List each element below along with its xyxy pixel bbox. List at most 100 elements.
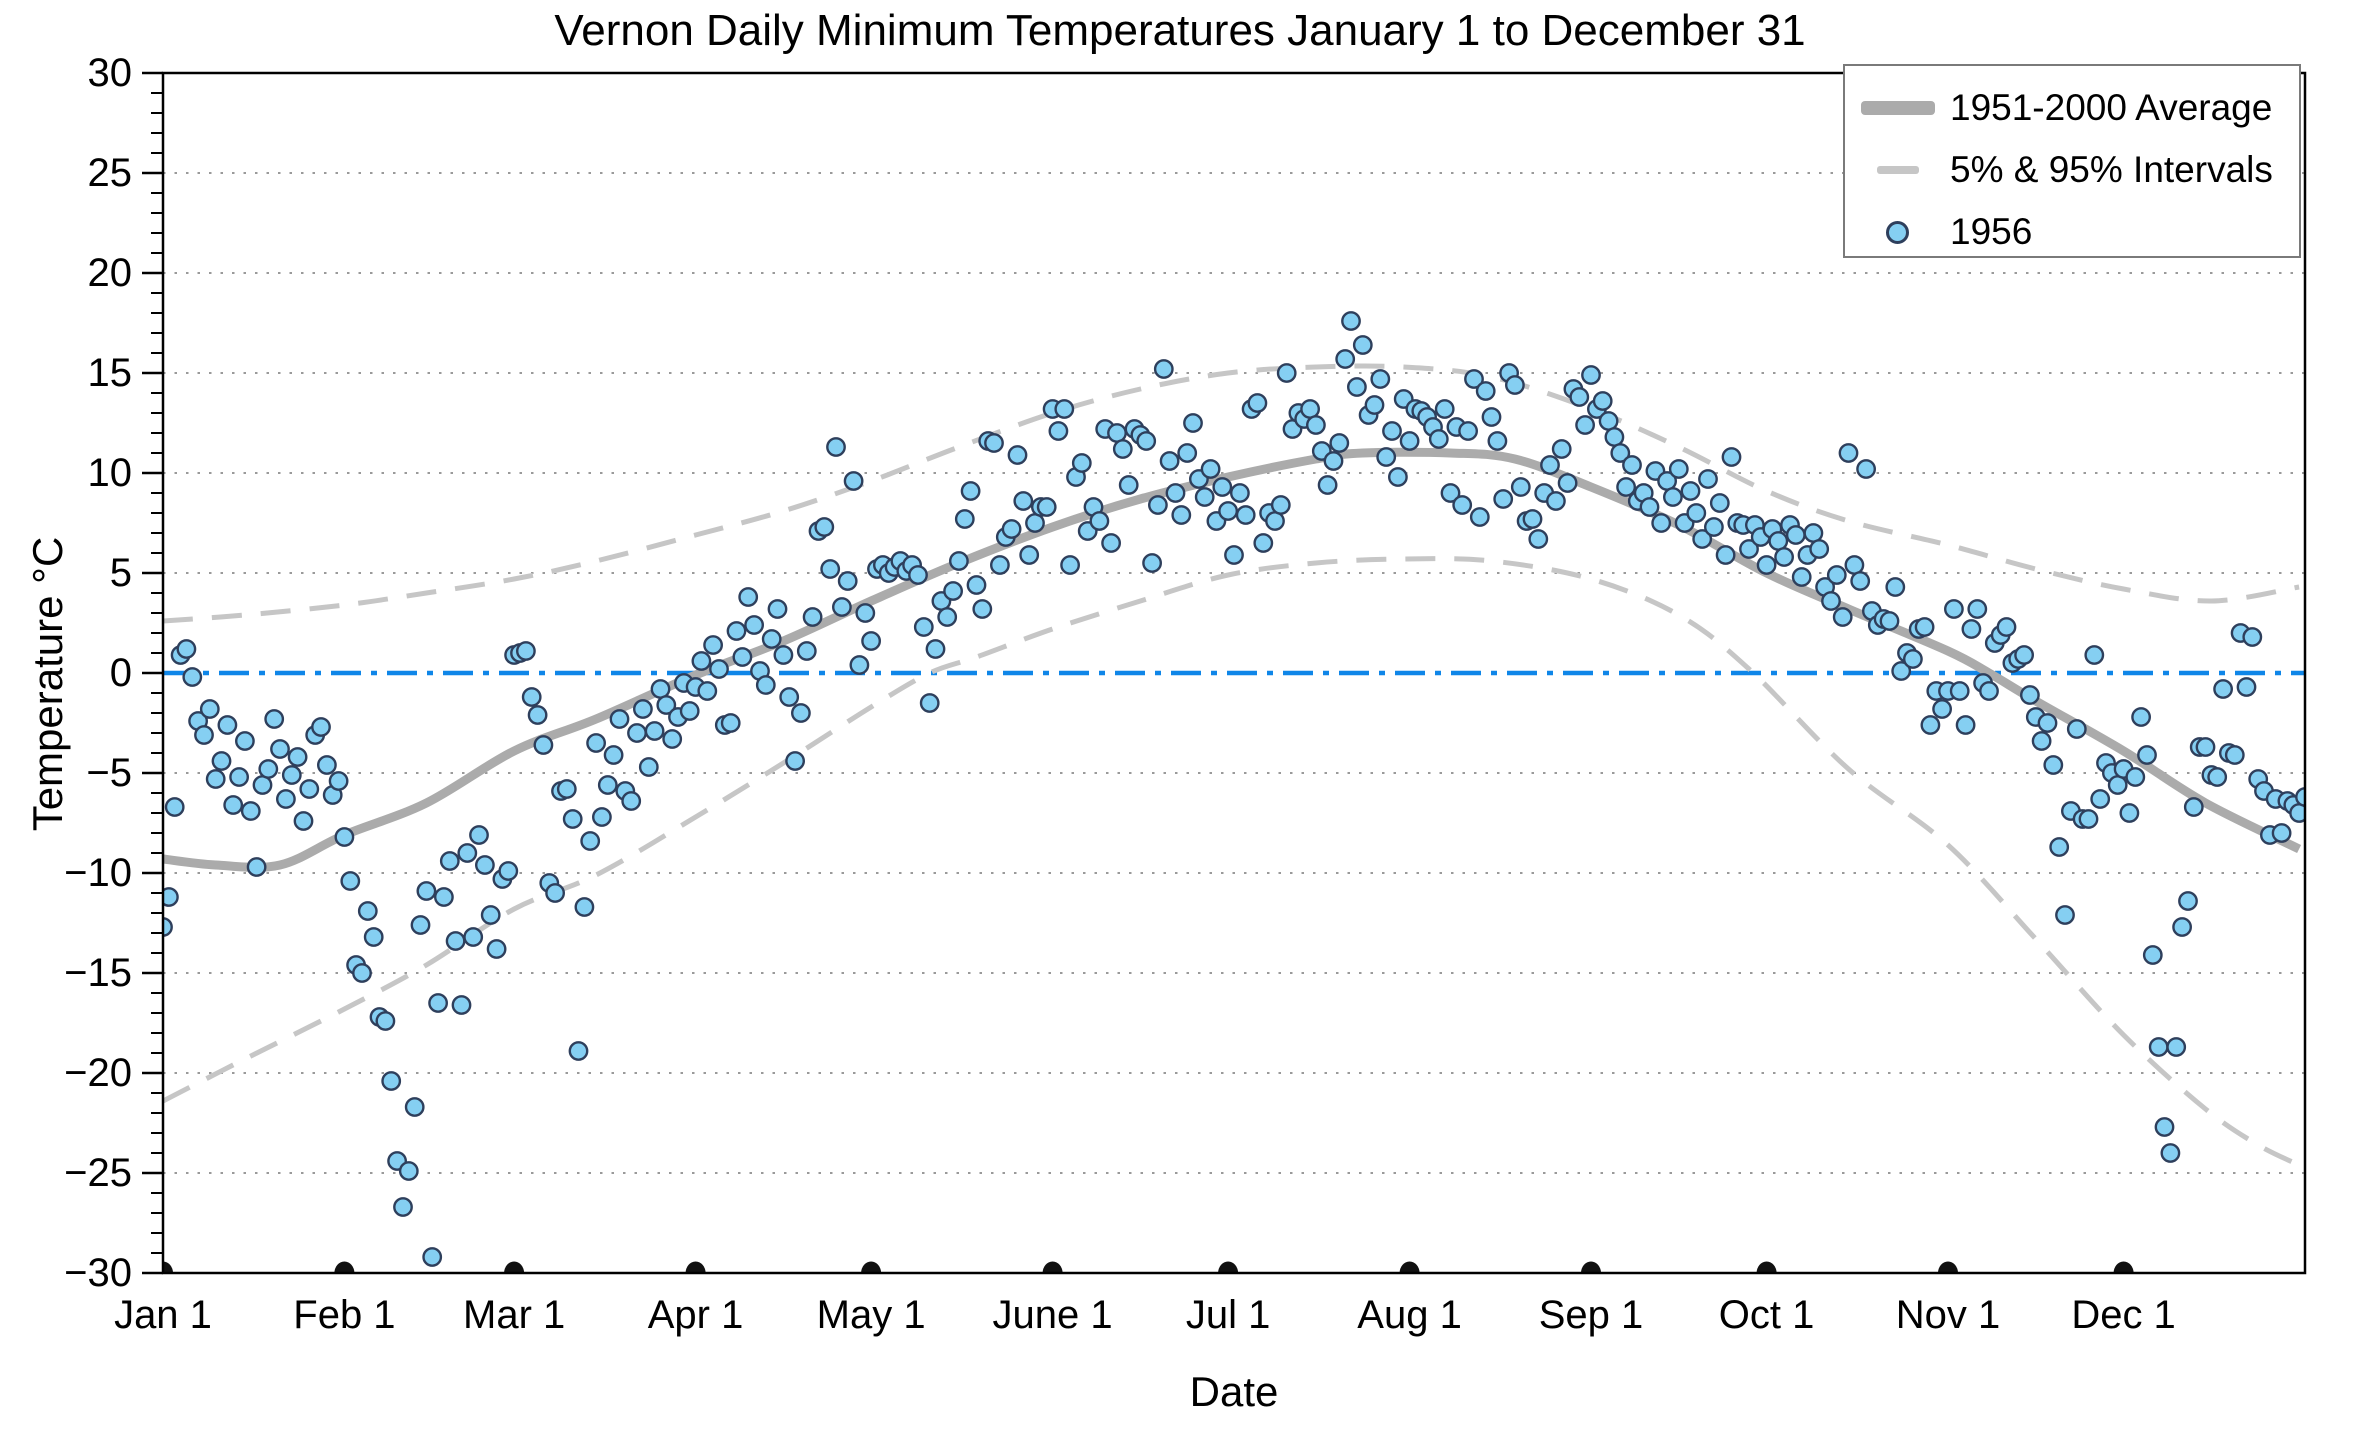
data-point-1956 bbox=[761, 629, 782, 649]
data-point-1956 bbox=[2119, 803, 2140, 823]
data-point-1956 bbox=[1809, 539, 1830, 559]
data-point-1956 bbox=[1270, 495, 1291, 515]
x-tick-label-jul-1: Jul 1 bbox=[1185, 1293, 1271, 1337]
data-point-1956 bbox=[1551, 439, 1572, 459]
data-point-1956 bbox=[832, 597, 852, 617]
data-point-1956 bbox=[966, 575, 987, 595]
data-point-1956 bbox=[234, 731, 255, 751]
data-point-1956 bbox=[802, 607, 823, 627]
x-tick-label-feb-1: Feb 1 bbox=[293, 1293, 396, 1337]
data-point-1956 bbox=[176, 639, 197, 659]
data-point-1956 bbox=[2166, 1037, 2187, 1057]
data-point-1956 bbox=[1967, 599, 1988, 619]
data-point-1956 bbox=[925, 639, 946, 659]
data-point-1956 bbox=[1850, 571, 1871, 591]
data-point-1956 bbox=[767, 599, 788, 619]
data-point-1956 bbox=[1604, 427, 1625, 447]
data-point-1956 bbox=[592, 807, 612, 827]
legend-item-average: 1951-2000 Average bbox=[1845, 87, 2272, 128]
data-point-1956 bbox=[2242, 627, 2263, 647]
data-point-1956 bbox=[404, 1097, 425, 1117]
data-point-1956 bbox=[1200, 459, 1221, 479]
data-point-1956 bbox=[334, 827, 355, 847]
data-point-1956 bbox=[1680, 481, 1701, 501]
data-point-1956 bbox=[2137, 745, 2157, 765]
x-tick-label-june-1: June 1 bbox=[992, 1293, 1113, 1337]
data-point-1956 bbox=[960, 481, 981, 501]
data-point-1956 bbox=[199, 699, 220, 719]
data-point-1956 bbox=[521, 687, 542, 707]
data-point-1956 bbox=[1903, 649, 1923, 669]
data-point-1956 bbox=[375, 1011, 396, 1031]
data-point-1956 bbox=[1616, 477, 1637, 497]
data-point-1956 bbox=[1194, 487, 1215, 507]
data-point-1956 bbox=[2236, 677, 2257, 697]
data-point-1956 bbox=[720, 713, 741, 733]
data-point-1956 bbox=[1440, 483, 1461, 503]
data-point-1956 bbox=[194, 725, 214, 745]
data-point-1956 bbox=[990, 555, 1010, 575]
data-point-1956 bbox=[1177, 443, 1198, 463]
month-start-marker bbox=[861, 1261, 882, 1273]
data-point-1956 bbox=[1756, 555, 1777, 575]
data-point-1956 bbox=[1183, 413, 1203, 433]
data-point-1956 bbox=[217, 715, 238, 735]
data-point-1956 bbox=[1218, 501, 1239, 521]
data-point-1956 bbox=[1060, 555, 1081, 575]
data-point-1956 bbox=[597, 775, 618, 795]
average-line bbox=[163, 447, 2302, 872]
data-point-1956 bbox=[1914, 617, 1935, 637]
data-point-1956 bbox=[1370, 369, 1391, 389]
data-point-1956 bbox=[163, 887, 179, 907]
data-point-1956 bbox=[732, 647, 753, 667]
data-point-1956 bbox=[820, 559, 841, 579]
data-point-1956 bbox=[1668, 459, 1689, 479]
data-point-1956 bbox=[258, 759, 279, 779]
month-start-marker bbox=[504, 1261, 525, 1273]
data-point-1956 bbox=[814, 517, 835, 537]
data-point-1956 bbox=[1891, 661, 1912, 681]
data-point-1956 bbox=[703, 635, 723, 655]
y-tick-label-10: 10 bbox=[87, 451, 133, 495]
data-point-1956 bbox=[1546, 491, 1566, 511]
data-point-1956 bbox=[1071, 453, 1092, 473]
data-point-1956 bbox=[1247, 393, 1268, 413]
data-point-1956 bbox=[1826, 565, 1847, 585]
data-point-1956 bbox=[422, 1247, 443, 1267]
x-tick-label-jan-1: Jan 1 bbox=[114, 1293, 212, 1337]
y-tick-label-−30: −30 bbox=[64, 1251, 132, 1295]
data-point-1956 bbox=[1949, 681, 1970, 701]
data-point-1956 bbox=[1651, 513, 1672, 533]
data-point-1956 bbox=[1335, 349, 1356, 369]
data-point-1956 bbox=[908, 565, 928, 585]
data-point-1956 bbox=[2295, 787, 2305, 807]
data-point-1956 bbox=[1036, 497, 1057, 517]
data-point-1956 bbox=[545, 883, 565, 903]
data-point-1956 bbox=[1709, 493, 1730, 513]
data-point-1956 bbox=[972, 599, 993, 619]
data-point-1956 bbox=[1768, 531, 1789, 551]
data-point-1956 bbox=[954, 509, 975, 529]
data-point-1956 bbox=[1581, 365, 1601, 385]
data-point-1956 bbox=[2078, 809, 2099, 829]
data-point-1956 bbox=[316, 755, 337, 775]
data-point-1956 bbox=[357, 901, 378, 921]
data-point-1956 bbox=[1528, 529, 1549, 549]
data-point-1956 bbox=[679, 701, 700, 721]
data-point-1956 bbox=[1388, 467, 1408, 487]
data-point-1956 bbox=[1265, 511, 1285, 531]
data-point-1956 bbox=[1803, 523, 1824, 543]
data-point-1956 bbox=[1557, 473, 1578, 493]
data-point-1956 bbox=[229, 767, 250, 787]
data-point-1956 bbox=[1306, 415, 1326, 435]
data-point-1956 bbox=[913, 617, 934, 637]
data-point-1956 bbox=[1522, 509, 1543, 529]
data-point-1956 bbox=[428, 993, 448, 1013]
gray-dash-swatch bbox=[1876, 166, 1919, 174]
data-point-1956 bbox=[949, 551, 969, 571]
data-point-1956 bbox=[1089, 511, 1110, 531]
data-point-1956 bbox=[580, 831, 601, 851]
data-point-1956 bbox=[1112, 439, 1133, 459]
data-point-1956 bbox=[2066, 719, 2087, 739]
x-tick-label-aug-1: Aug 1 bbox=[1357, 1293, 1462, 1337]
